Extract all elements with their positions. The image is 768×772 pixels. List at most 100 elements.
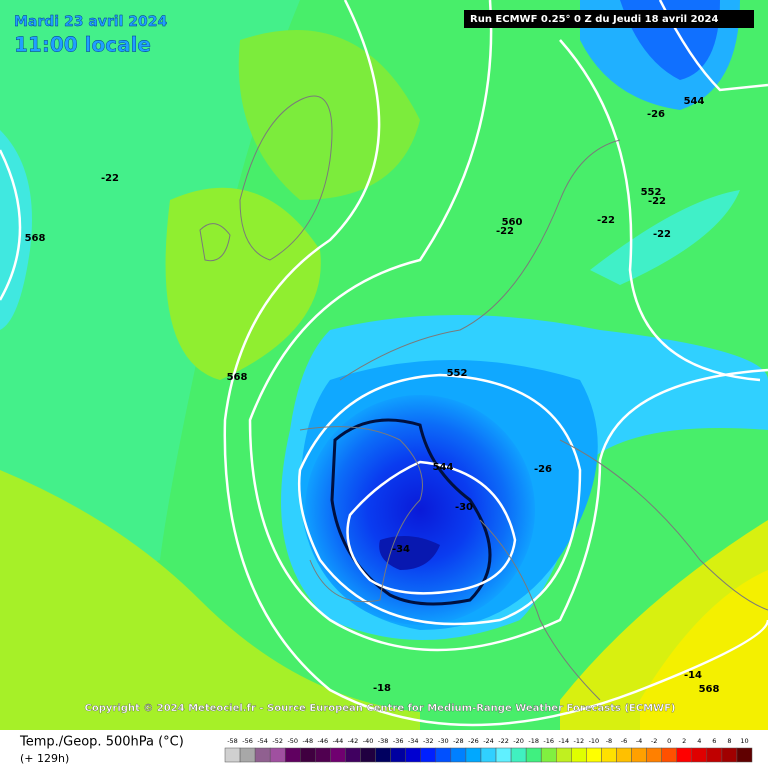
scale-label: -48 [303, 737, 314, 745]
run-info: Run ECMWF 0.25° 0 Z du Jeudi 18 avril 20… [470, 14, 718, 25]
scale-swatch [540, 747, 557, 763]
scale-label: -50 [287, 737, 298, 745]
copyright: Copyright © 2024 Meteociel.fr - Source E… [85, 703, 676, 714]
scale-swatch [360, 747, 376, 763]
scale-swatch [631, 747, 647, 763]
scale-swatch [269, 747, 286, 763]
contour-label: -30 [455, 502, 473, 513]
coastlines [199, 95, 768, 701]
contour-label: -14 [684, 670, 702, 681]
scale-label: 4 [697, 737, 701, 745]
scale-label: -16 [543, 737, 554, 745]
scale-swatch [254, 747, 271, 763]
scale-label: -26 [468, 737, 479, 745]
scale-label: 6 [712, 737, 716, 745]
scale-label: -24 [483, 737, 494, 745]
contour-label: 568 [25, 233, 46, 244]
scale-swatch [736, 747, 753, 763]
forecast-lead: (+ 129h) [20, 752, 69, 765]
legend-title: Temp./Geop. 500hPa (°C) [19, 735, 184, 750]
scale-label: -36 [393, 737, 404, 745]
contour-label: 568 [227, 372, 248, 383]
contour-label: 544 [684, 96, 705, 107]
time: 11:00 locale [14, 33, 151, 57]
scale-label: -20 [513, 737, 524, 745]
scale-label: 8 [727, 737, 731, 745]
scale-swatch [450, 747, 467, 763]
scale-label: -22 [498, 737, 509, 745]
scale-swatch [480, 747, 497, 763]
scale-label: -54 [257, 737, 268, 745]
scale-label: -12 [574, 737, 585, 745]
scale-label: -30 [438, 737, 449, 745]
scale-swatch [676, 747, 693, 763]
scale-swatch [586, 747, 602, 763]
contour-label: -22 [648, 196, 666, 207]
scale-label: -28 [453, 737, 464, 745]
scale-swatch [646, 747, 662, 763]
scale-label: -8 [606, 737, 612, 745]
contour-label: -34 [392, 544, 410, 555]
scale-swatch [284, 747, 301, 763]
color-scale: -58 -56 -54 -52 -50 -48 -46 -44 -42 -40 -38 -36 -34-… [224, 737, 753, 763]
scale-label: -14 [558, 737, 569, 745]
scale-swatch [330, 747, 346, 763]
scale-label: -34 [408, 737, 419, 745]
scale-swatch [661, 747, 677, 763]
contour-label: -26 [647, 109, 665, 120]
scale-swatch [616, 747, 632, 763]
scale-swatch [706, 747, 723, 763]
scale-swatch [510, 747, 527, 763]
contour-label: 544 [433, 462, 454, 473]
contour-label: 560 [502, 217, 523, 228]
contour-label: -22 [597, 215, 615, 226]
scale-swatch [345, 747, 361, 763]
scale-swatch [405, 747, 421, 763]
scale-label: -2 [651, 737, 657, 745]
scale-swatch [390, 747, 406, 763]
scale-label: 0 [667, 737, 671, 745]
scale-swatch [465, 747, 482, 763]
scale-swatch [315, 747, 331, 763]
scale-swatch [556, 747, 572, 763]
contour-label: -22 [496, 226, 514, 237]
contour-label: -22 [101, 173, 119, 184]
scale-label: -44 [333, 737, 344, 745]
scale-label: -58 [227, 737, 238, 745]
scale-label: 10 [740, 737, 748, 745]
scale-label: 2 [682, 737, 686, 745]
scale-swatch [239, 747, 256, 763]
map-fields [0, 0, 768, 730]
scale-label: -4 [636, 737, 642, 745]
contour-label: -22 [653, 229, 671, 240]
scale-label: -38 [378, 737, 389, 745]
scale-label: -56 [242, 737, 253, 745]
scale-swatch [435, 747, 452, 763]
contour-label: 552 [641, 187, 662, 198]
scale-swatch [224, 747, 241, 763]
contour-label: -18 [373, 683, 391, 694]
scale-swatch [721, 747, 738, 763]
scale-swatch [495, 747, 512, 763]
scale-swatch [601, 747, 617, 763]
scale-label: -32 [423, 737, 434, 745]
scale-swatch [525, 747, 542, 763]
scale-label: -52 [272, 737, 283, 745]
scale-swatch [571, 747, 587, 763]
scale-swatch [691, 747, 708, 763]
scale-swatch [375, 747, 391, 763]
run-banner [464, 10, 754, 28]
contour-label: -26 [534, 464, 552, 475]
scale-label: -18 [528, 737, 539, 745]
scale-label: -10 [589, 737, 600, 745]
scale-label: -46 [318, 737, 329, 745]
scale-label: -40 [363, 737, 374, 745]
date: Mardi 23 avril 2024 [14, 14, 168, 30]
contour-label: 552 [447, 368, 468, 379]
scale-label: -6 [621, 737, 627, 745]
contour-label: 568 [699, 684, 720, 695]
scale-swatch [300, 747, 316, 763]
